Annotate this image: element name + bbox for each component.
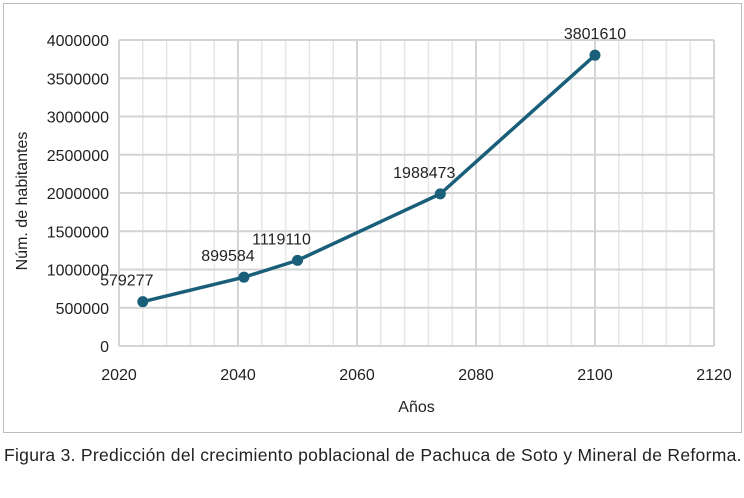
x-tick-label: 2020 xyxy=(101,367,137,384)
y-axis-title: Núm. de habitantes xyxy=(14,132,31,271)
x-axis-title: Años xyxy=(398,399,434,416)
data-label: 1988473 xyxy=(393,165,455,182)
y-tick-label: 1000000 xyxy=(47,263,109,280)
y-tick-label: 2500000 xyxy=(47,148,109,165)
figure-caption: Figura 3. Predicción del crecimiento pob… xyxy=(4,445,742,465)
data-label: 899584 xyxy=(201,248,254,265)
data-point xyxy=(434,188,446,200)
x-tick-label: 2120 xyxy=(696,367,732,384)
data-label: 3801610 xyxy=(564,26,626,43)
y-tick-label: 3000000 xyxy=(47,110,109,127)
y-tick-label: 0 xyxy=(100,339,109,356)
data-label: 1119110 xyxy=(252,231,311,248)
chart-frame xyxy=(3,3,742,433)
data-point xyxy=(589,49,601,61)
data-point xyxy=(238,271,250,283)
y-tick-label: 2000000 xyxy=(47,186,109,203)
y-tick-label: 500000 xyxy=(56,301,109,318)
x-tick-label: 2040 xyxy=(220,367,256,384)
data-label: 579277 xyxy=(100,273,153,290)
x-tick-label: 2100 xyxy=(577,367,613,384)
line-chart: 0 500000 1000000 1500000 2000000 2500000 30000… xyxy=(14,26,732,416)
x-tick-label: 2060 xyxy=(339,367,375,384)
data-point xyxy=(292,254,303,266)
y-tick-label: 3500000 xyxy=(47,71,109,88)
y-tick-label: 1500000 xyxy=(47,224,109,241)
data-point xyxy=(137,296,149,308)
x-tick-label: 2080 xyxy=(458,367,494,384)
y-tick-label: 4000000 xyxy=(47,33,109,50)
